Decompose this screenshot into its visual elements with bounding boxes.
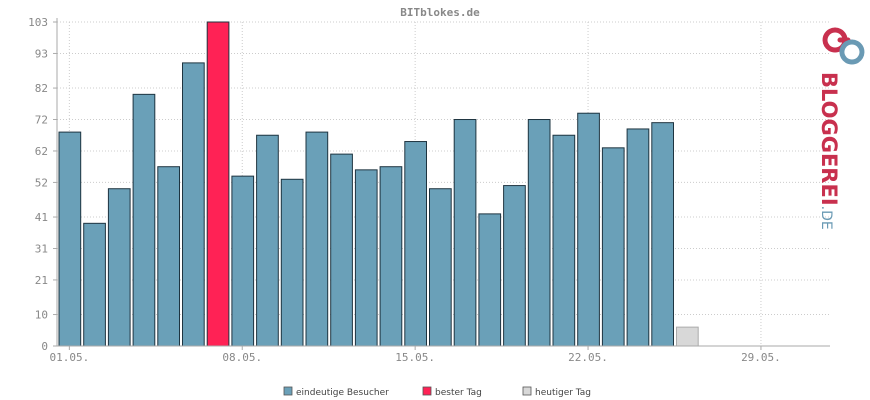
legend-label: eindeutige Besucher [296,388,389,398]
bar [429,188,452,347]
y-tick-label: 52 [35,176,48,189]
x-tick-label: 29.05. [741,351,781,364]
y-tick-label: 10 [35,309,48,322]
legend: eindeutige Besucher bester Tag heutiger Ta… [283,386,591,398]
y-tick-label: 72 [35,114,48,127]
y-tick-label: 41 [35,211,48,224]
y-tick-label: 21 [35,274,48,287]
bar [626,128,650,347]
bar [503,185,526,347]
bar [453,119,477,347]
bar [651,122,674,347]
bloggerei-icon [822,27,865,65]
legend-label: bester Tag [435,388,482,398]
x-tick-label: 01.05. [49,351,89,364]
y-tick-label: 82 [35,82,48,95]
bar [305,131,329,347]
logo-wordmark: BLOGGEREI.DE [817,72,841,230]
bar [157,166,181,347]
legend-item: heutiger Tag [522,386,591,398]
bar [280,178,304,347]
x-tick-label: 22.05. [568,351,608,364]
y-tick-label: 103 [28,16,48,29]
bar [577,112,600,347]
bar [107,188,131,347]
y-tick-label: 93 [35,47,48,60]
bar [182,62,205,347]
bar [132,93,156,347]
bars [58,21,699,347]
legend-label: heutiger Tag [535,388,591,398]
legend-item: bester Tag [422,386,482,398]
legend-item: eindeutige Besucher [283,386,389,398]
bar [601,147,625,347]
legend-swatch [522,386,532,396]
bar [552,134,576,347]
x-tick-label: 15.05. [395,351,435,364]
bar [83,222,106,347]
y-tick-label: 62 [35,145,48,158]
bar [231,175,255,347]
chart-title: BITblokes.de [400,6,480,19]
bar [404,141,427,347]
bar [330,153,353,347]
bar [354,169,378,347]
bar [379,166,403,347]
logo-bubble-red [822,27,851,53]
bar [206,21,230,347]
bar [256,134,279,347]
x-tick-label: 08.05. [222,351,262,364]
bar [58,131,82,347]
logo-bubble-blue [839,39,865,65]
legend-swatch [422,386,432,396]
legend-swatch [283,386,293,396]
bloggerei-logo: BLOGGEREI.DE [817,27,865,230]
axes: 0 10 21 31 41 52 62 72 82 93 103 01.05. 08.05. 15.05.… [28,16,830,364]
bar [527,119,551,347]
bar [478,213,502,347]
y-tick-label: 31 [35,242,48,255]
bar [676,326,699,347]
y-tick-label: 0 [41,340,48,353]
